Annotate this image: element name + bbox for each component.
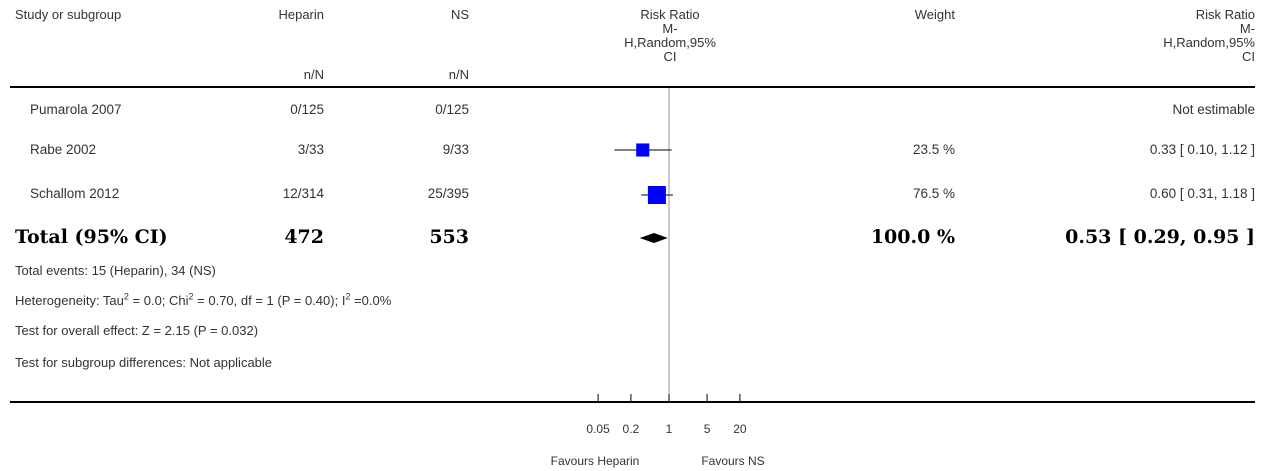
subgroup-note: Test for subgroup differences: Not appli… bbox=[15, 355, 273, 370]
bottom-rule bbox=[10, 401, 1255, 403]
total-ci-text: 0.53 [ 0.29, 0.95 ] bbox=[1065, 226, 1255, 248]
header-heparin: Heparin bbox=[278, 7, 324, 22]
study-name: Schallom 2012 bbox=[30, 186, 120, 201]
axis-tick-label: 5 bbox=[704, 422, 711, 436]
header-effect-right-line1: Risk Ratio bbox=[1195, 7, 1255, 22]
study-ns: 0/125 bbox=[435, 102, 469, 117]
study-weight: 76.5 % bbox=[912, 186, 955, 201]
header-ns-nn: n/N bbox=[448, 67, 469, 82]
study-ns: 25/395 bbox=[427, 186, 469, 201]
axis-tick-label: 20 bbox=[733, 422, 747, 436]
study-ns: 9/33 bbox=[442, 142, 469, 157]
header-effect-line2: M- bbox=[662, 21, 678, 36]
study-heparin: 3/33 bbox=[297, 142, 324, 157]
header-effect-right-line2: M- bbox=[1239, 21, 1255, 36]
axis-tick-label: 0.2 bbox=[623, 422, 640, 436]
header-ns: NS bbox=[450, 7, 469, 22]
study-marker bbox=[636, 143, 650, 157]
heterogeneity-note: Heterogeneity: Tau2 = 0.0; Chi2 = 0.70, … bbox=[15, 291, 392, 308]
header-heparin-nn: n/N bbox=[303, 67, 324, 82]
header-weight: Weight bbox=[914, 7, 955, 22]
study-ci-text: 0.60 [ 0.31, 1.18 ] bbox=[1149, 186, 1255, 201]
study-ci-text: 0.33 [ 0.10, 1.12 ] bbox=[1149, 142, 1255, 157]
study-ci-text: Not estimable bbox=[1172, 102, 1255, 117]
header-effect-right-line3: H,Random,95% bbox=[1163, 35, 1255, 50]
overall-effect-note: Test for overall effect: Z = 2.15 (P = 0… bbox=[15, 323, 259, 338]
total-weight: 100.0 % bbox=[870, 226, 955, 248]
total-events-note: Total events: 15 (Heparin), 34 (NS) bbox=[15, 263, 216, 278]
favours-ns-label: Favours NS bbox=[701, 454, 765, 468]
total-label: Total (95% CI) bbox=[15, 226, 168, 248]
pooled-diamond bbox=[639, 233, 668, 243]
header-effect-line1: Risk Ratio bbox=[640, 7, 700, 22]
header-effect-line4: CI bbox=[663, 49, 677, 64]
total-heparin: 472 bbox=[284, 226, 324, 248]
header-rule bbox=[10, 86, 1255, 88]
study-heparin: 12/314 bbox=[282, 186, 324, 201]
study-name: Pumarola 2007 bbox=[30, 102, 122, 117]
study-marker bbox=[647, 186, 666, 204]
header-effect-right-line4: CI bbox=[1242, 49, 1255, 64]
favours-heparin-label: Favours Heparin bbox=[550, 454, 640, 468]
header-study: Study or subgroup bbox=[15, 7, 122, 22]
study-weight: 23.5 % bbox=[912, 142, 955, 157]
axis-tick-label: 1 bbox=[666, 422, 673, 436]
axis-tick-label: 0.05 bbox=[586, 422, 610, 436]
study-name: Rabe 2002 bbox=[30, 142, 97, 157]
study-heparin: 0/125 bbox=[290, 102, 324, 117]
total-ns: 553 bbox=[429, 226, 469, 248]
header-effect-line3: H,Random,95% bbox=[624, 35, 716, 50]
